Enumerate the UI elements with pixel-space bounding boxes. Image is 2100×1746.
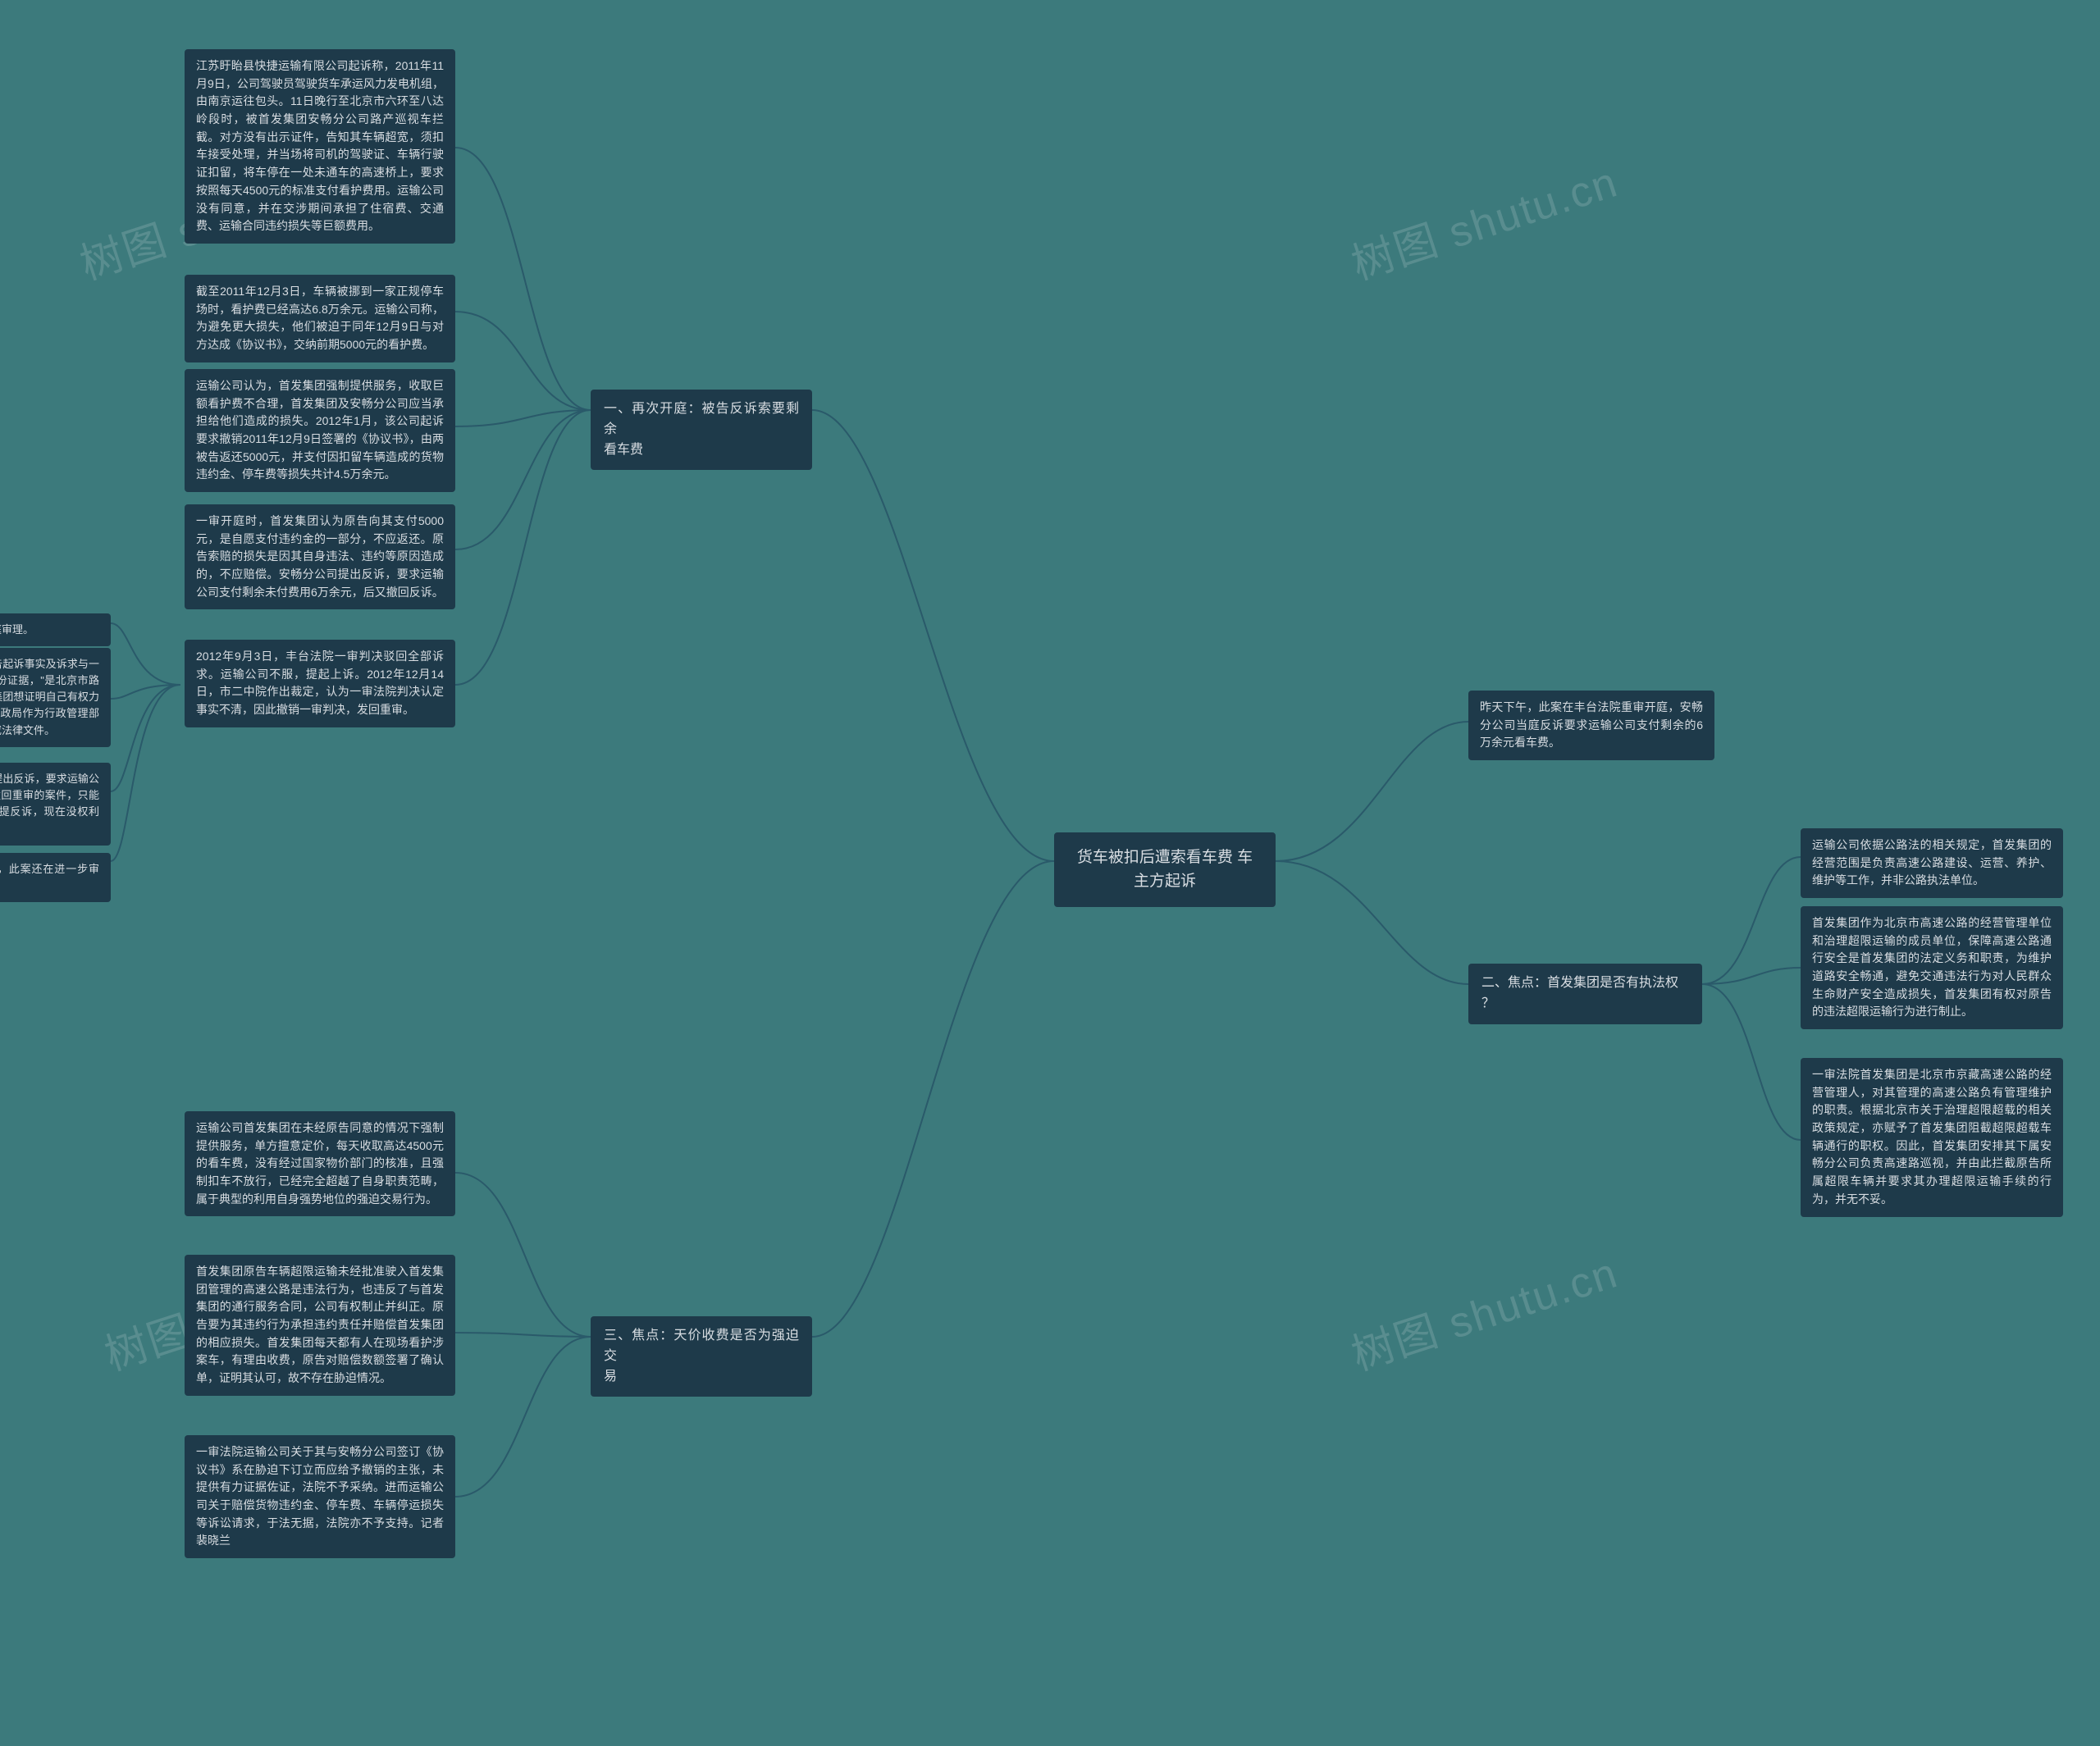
branch-2-line2: ？ bbox=[1481, 996, 1495, 1010]
branch1-sub-2: 运输公司的代理律师赵某永说，原告起诉事实及诉求与一审相同。首发集团当庭新提交了两… bbox=[0, 648, 111, 747]
branch2-leaf-3: 一审法院首发集团是北京市京藏高速公路的经营管理人，对其管理的高速公路负有管理维护… bbox=[1801, 1058, 2063, 1217]
watermark-4: 树图 shutu.cn bbox=[1343, 1238, 1625, 1382]
branch-3-line2: 易 bbox=[604, 1370, 617, 1384]
branch-3: 三、焦点：天价收费是否为强迫交 易 bbox=[591, 1316, 812, 1397]
watermark-2: 树图 shutu.cn bbox=[1343, 148, 1625, 291]
center-title-line2: 主方起诉 bbox=[1134, 873, 1196, 890]
branch-1-line1: 一、再次开庭：被告反诉索要剩余 bbox=[604, 402, 799, 436]
branch3-leaf-1: 运输公司首发集团在未经原告同意的情况下强制提供服务，单方擅意定价，每天收取高达4… bbox=[185, 1111, 455, 1216]
branch1-leaf-2: 截至2011年12月3日，车辆被挪到一家正规停车场时，看护费已经高达6.8万余元… bbox=[185, 275, 455, 362]
branch1-sub-1: 昨天下午，此案在丰台法院重新开庭审理。 bbox=[0, 613, 111, 646]
branch1-sub-4: 目前，此案还在进一步审理中。 bbox=[0, 853, 111, 902]
branch1-leaf-1: 江苏盱眙县快捷运输有限公司起诉称，2011年11月9日，公司驾驶员驾驶货车承运风… bbox=[185, 49, 455, 244]
branch3-leaf-3: 一审法院运输公司关于其与安畅分公司签订《协议书》系在胁迫下订立而应给予撤销的主张… bbox=[185, 1435, 455, 1558]
branch1-sub-3: 赵某永透露，安畅分公司这一次又提出反诉，要求运输公司支付未付的6万余元。他强调，… bbox=[0, 763, 111, 846]
center-title-line1: 货车被扣后遭索看车费 车 bbox=[1077, 849, 1253, 866]
branch2-leaf-2: 首发集团作为北京市高速公路的经营管理单位和治理超限运输的成员单位，保障高速公路通… bbox=[1801, 906, 2063, 1029]
right-intro: 昨天下午，此案在丰台法院重审开庭，安畅分公司当庭反诉要求运输公司支付剩余的6万余… bbox=[1468, 691, 1714, 760]
branch1-leaf-5: 2012年9月3日，丰台法院一审判决驳回全部诉求。运输公司不服，提起上诉。201… bbox=[185, 640, 455, 727]
center-node: 货车被扣后遭索看车费 车 主方起诉 bbox=[1054, 832, 1276, 907]
branch-1: 一、再次开庭：被告反诉索要剩余 看车费 bbox=[591, 390, 812, 470]
branch2-leaf-1: 运输公司依据公路法的相关规定，首发集团的经营范围是负责高速公路建设、运营、养护、… bbox=[1801, 828, 2063, 898]
branch3-leaf-2: 首发集团原告车辆超限运输未经批准驶入首发集团管理的高速公路是违法行为，也违反了与… bbox=[185, 1255, 455, 1396]
branch1-leaf-4: 一审开庭时，首发集团认为原告向其支付5000元，是自愿支付违约金的一部分，不应返… bbox=[185, 504, 455, 609]
branch1-leaf-3: 运输公司认为，首发集团强制提供服务，收取巨额看护费不合理，首发集团及安畅分公司应… bbox=[185, 369, 455, 492]
branch-2-line1: 二、焦点：首发集团是否有执法权 bbox=[1481, 976, 1678, 990]
branch-3-line1: 三、焦点：天价收费是否为强迫交 bbox=[604, 1329, 799, 1363]
branch-2: 二、焦点：首发集团是否有执法权 ？ bbox=[1468, 964, 1702, 1024]
branch-1-line2: 看车费 bbox=[604, 443, 643, 457]
